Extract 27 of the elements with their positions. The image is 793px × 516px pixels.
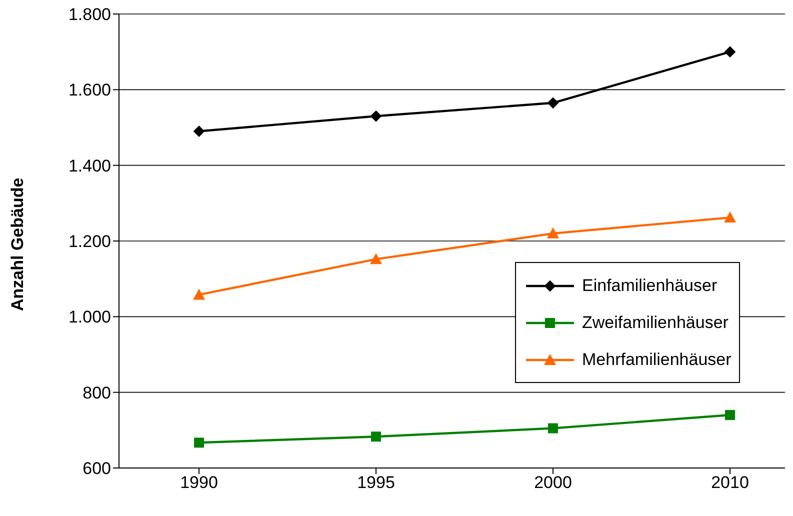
point [194, 126, 204, 137]
point [724, 46, 736, 58]
point [724, 212, 736, 223]
point [370, 110, 382, 122]
x-tick-label: 1995 [357, 473, 395, 492]
legend-label: Zweifamilienhäuser [582, 312, 728, 334]
point [548, 423, 558, 434]
x-tick-label: 2000 [534, 473, 572, 492]
y-tick-label: 600 [82, 459, 111, 478]
y-tick-label: 800 [82, 383, 111, 402]
y-tick-label: 1.800 [68, 5, 111, 24]
y-tick-label: 1.200 [68, 232, 111, 252]
y-tick-label: 1.600 [68, 80, 111, 100]
point [370, 253, 382, 264]
point [547, 227, 559, 238]
x-tick-label: 1990 [180, 473, 218, 492]
point [193, 288, 205, 300]
y-tick-label: 1.000 [68, 308, 111, 327]
point [194, 438, 204, 448]
legend-label: Mehrfamilienhäuser [582, 349, 732, 371]
point [548, 97, 558, 108]
y-axis-title: Anzahl Gebäude [8, 178, 28, 311]
legend-label: Einfamilienhäuser [582, 275, 718, 297]
x-tick-label: 2010 [711, 473, 749, 492]
point [371, 432, 381, 442]
point [725, 410, 735, 420]
y-tick-label: 1.400 [68, 156, 111, 176]
